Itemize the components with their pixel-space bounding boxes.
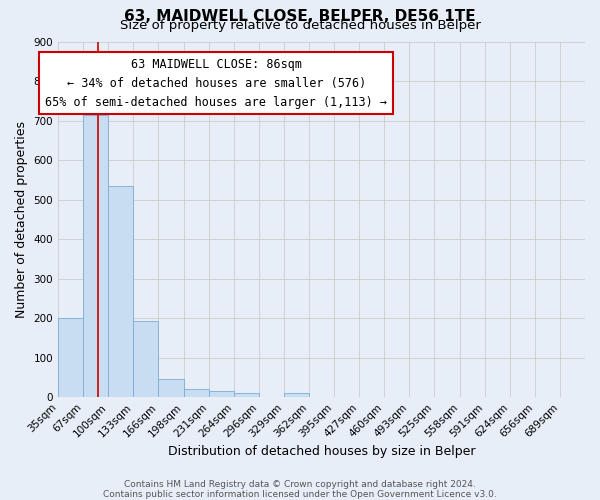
Text: 63 MAIDWELL CLOSE: 86sqm
← 34% of detached houses are smaller (576)
65% of semi-: 63 MAIDWELL CLOSE: 86sqm ← 34% of detach… [45,58,387,108]
Bar [58,318,83,397]
Bar [284,394,309,397]
Bar [133,321,158,397]
Bar [108,186,133,397]
Text: 63, MAIDWELL CLOSE, BELPER, DE56 1TE: 63, MAIDWELL CLOSE, BELPER, DE56 1TE [124,9,476,24]
Bar [184,390,209,397]
Bar [233,394,259,397]
Y-axis label: Number of detached properties: Number of detached properties [15,121,28,318]
Bar [158,379,184,397]
Bar [209,392,233,397]
Bar [83,114,108,397]
X-axis label: Distribution of detached houses by size in Belper: Distribution of detached houses by size … [168,444,475,458]
Text: Size of property relative to detached houses in Belper: Size of property relative to detached ho… [119,19,481,32]
Text: Contains HM Land Registry data © Crown copyright and database right 2024.
Contai: Contains HM Land Registry data © Crown c… [103,480,497,499]
